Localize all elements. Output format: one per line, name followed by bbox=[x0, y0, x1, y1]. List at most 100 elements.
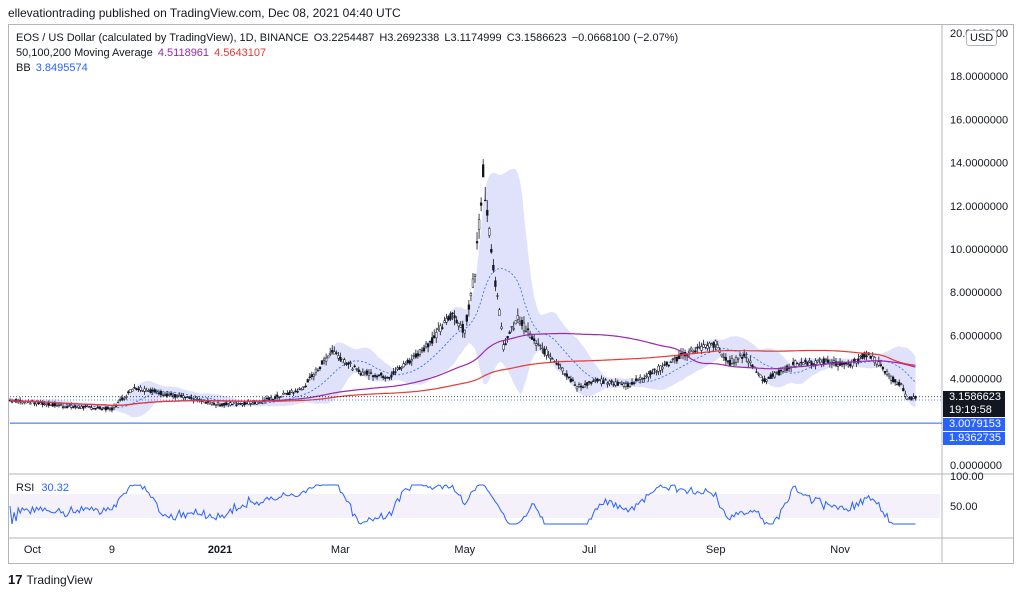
candle-body bbox=[253, 401, 256, 405]
rsi-tick-label: 50.00 bbox=[950, 501, 978, 513]
candle-body bbox=[239, 403, 242, 405]
candle-body bbox=[335, 352, 338, 354]
candle-body bbox=[37, 402, 40, 404]
candle-body bbox=[600, 378, 603, 385]
candle-body bbox=[331, 350, 334, 353]
horizontal-lines bbox=[10, 396, 942, 424]
candle-body bbox=[594, 379, 597, 381]
candle-body bbox=[512, 328, 515, 330]
x-tick-label: 2021 bbox=[208, 544, 232, 556]
candle-body bbox=[798, 364, 801, 366]
candle-body bbox=[863, 352, 866, 358]
candle-body bbox=[494, 280, 497, 287]
candle-body bbox=[298, 388, 301, 390]
candle-body bbox=[743, 353, 746, 357]
candle-body bbox=[96, 407, 99, 409]
candle-body bbox=[881, 367, 885, 370]
candle-body bbox=[732, 362, 736, 364]
candle-body bbox=[455, 319, 458, 324]
candle-body bbox=[116, 401, 120, 404]
candle-body bbox=[449, 313, 452, 320]
candle-body bbox=[147, 390, 150, 392]
candle-body bbox=[110, 407, 114, 411]
candle-body bbox=[620, 383, 623, 386]
candle-body bbox=[883, 370, 887, 374]
candle-body bbox=[347, 362, 350, 365]
candle-body bbox=[367, 372, 371, 376]
candle-body bbox=[704, 344, 707, 348]
candle-body bbox=[445, 318, 448, 323]
candle-body bbox=[286, 393, 289, 395]
candle-body bbox=[857, 358, 860, 363]
candle-body bbox=[245, 402, 248, 404]
x-tick-label: Jul bbox=[582, 544, 596, 556]
candle-body bbox=[516, 315, 519, 320]
candle-body bbox=[437, 327, 440, 330]
candle-body bbox=[726, 360, 730, 363]
rsi-legend[interactable]: RSI 30.32 bbox=[16, 482, 69, 494]
candle-body bbox=[447, 316, 450, 321]
candle-body bbox=[775, 372, 778, 374]
candle-body bbox=[690, 347, 693, 351]
candle-body bbox=[435, 332, 438, 339]
candle-body bbox=[139, 386, 142, 391]
candle-body bbox=[339, 356, 342, 361]
candle-body bbox=[551, 358, 554, 360]
candle-body bbox=[659, 365, 662, 371]
y-tick-label: 8.0000000 bbox=[950, 287, 1002, 299]
candle-body bbox=[406, 359, 409, 363]
candle-body bbox=[510, 326, 513, 328]
chart-frame bbox=[8, 24, 1014, 564]
candle-body bbox=[373, 375, 377, 377]
candle-body bbox=[84, 405, 87, 407]
candle-body bbox=[710, 343, 713, 346]
x-tick-label: Nov bbox=[830, 544, 850, 556]
legend-bb-value: 3.8495574 bbox=[35, 62, 88, 74]
candle-body bbox=[824, 358, 827, 361]
candle-body bbox=[514, 320, 517, 325]
candle-body bbox=[451, 312, 454, 315]
candle-body bbox=[759, 374, 762, 378]
candle-body bbox=[626, 383, 630, 388]
legend-low: L3.1174999 bbox=[444, 32, 502, 44]
candle-body bbox=[524, 330, 528, 333]
candle-body bbox=[214, 404, 218, 406]
candle-body bbox=[273, 396, 277, 400]
candle-body bbox=[241, 403, 244, 406]
candle-body bbox=[583, 383, 587, 385]
candle-body bbox=[135, 388, 138, 390]
candle-body bbox=[29, 403, 32, 405]
candle-body bbox=[755, 371, 758, 373]
candle-body bbox=[151, 389, 154, 392]
candle-body bbox=[559, 367, 562, 370]
candle-body bbox=[541, 347, 544, 349]
bb-fill bbox=[10, 168, 916, 418]
candle-body bbox=[698, 346, 701, 348]
candle-body bbox=[736, 358, 740, 360]
tradingview-brand[interactable]: 17 TradingView bbox=[8, 572, 93, 587]
candle-body bbox=[55, 404, 59, 407]
candle-body bbox=[165, 393, 169, 397]
candle-body bbox=[49, 404, 52, 406]
candle-body bbox=[712, 342, 715, 348]
candle-body bbox=[814, 360, 817, 365]
candle-body bbox=[143, 388, 146, 392]
rsi-pane: 100.00 50.00 bbox=[9, 471, 984, 525]
candle-body bbox=[216, 402, 220, 405]
candle-body bbox=[530, 336, 534, 340]
currency-button[interactable]: USD bbox=[966, 30, 998, 46]
candle-body bbox=[757, 373, 760, 375]
candle-body bbox=[641, 378, 644, 380]
candle-body bbox=[61, 406, 65, 408]
candle-body bbox=[282, 392, 285, 395]
candle-body bbox=[278, 396, 281, 398]
legend-ma-row[interactable]: 50,100,200 Moving Average 4.5118961 4.56… bbox=[16, 46, 678, 61]
candle-body bbox=[76, 406, 79, 409]
candle-body bbox=[194, 397, 197, 400]
candle-body bbox=[94, 408, 97, 410]
candle-body bbox=[45, 403, 48, 405]
legend-ma-label: 50,100,200 Moving Average bbox=[16, 47, 153, 59]
candle-body bbox=[537, 343, 540, 345]
legend-bb-row[interactable]: BB 3.8495574 bbox=[16, 61, 678, 76]
